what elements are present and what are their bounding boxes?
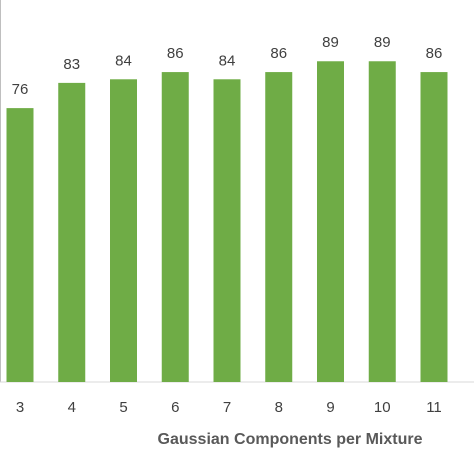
x-tick-label: 4 — [68, 399, 76, 416]
data-label: 89 — [374, 34, 391, 51]
data-label: 86 — [270, 45, 287, 62]
data-label: 89 — [322, 34, 339, 51]
x-tick-label: 5 — [119, 399, 127, 416]
bar — [6, 108, 34, 382]
data-label: 86 — [426, 45, 443, 62]
bar — [161, 72, 189, 382]
bar — [110, 79, 137, 382]
x-tick-label: 7 — [223, 399, 231, 416]
x-tick-label: 11 — [426, 399, 442, 416]
data-label: 83 — [63, 56, 80, 73]
bar — [420, 72, 448, 382]
bar — [58, 82, 86, 383]
bar — [368, 61, 396, 382]
x-tick-label: 9 — [326, 399, 334, 416]
data-label: 84 — [219, 52, 236, 69]
data-label: 86 — [167, 45, 184, 62]
x-tick-label: 8 — [275, 399, 283, 416]
bar — [317, 61, 344, 382]
data-label: 76 — [12, 81, 29, 98]
bar — [213, 79, 241, 382]
x-tick-label: 6 — [171, 399, 179, 416]
data-label: 84 — [115, 52, 132, 69]
x-tick-label: 10 — [374, 399, 391, 416]
bar — [265, 72, 293, 382]
x-tick-label: 3 — [16, 399, 24, 416]
x-axis-title: Gaussian Components per Mixture — [158, 431, 423, 448]
